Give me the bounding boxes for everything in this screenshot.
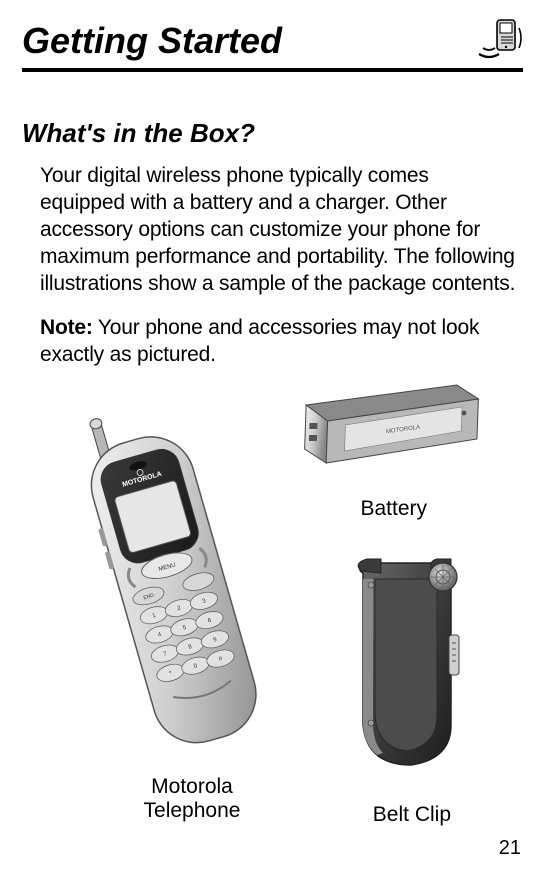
motorola-telephone-label: Motorola Telephone	[132, 775, 252, 823]
intro-paragraph: Your digital wireless phone typically co…	[40, 163, 517, 297]
battery-label: Battery	[360, 497, 427, 521]
note-paragraph: Note: Your phone and accessories may not…	[40, 315, 517, 369]
chapter-title: Getting Started	[22, 20, 282, 62]
battery-illustration: MOTOROLA	[287, 381, 487, 477]
belt-clip-label: Belt Clip	[373, 803, 451, 827]
header-rule	[22, 68, 523, 72]
note-text: Your phone and accessories may not look …	[40, 316, 479, 366]
motorola-label-line1: Motorola	[151, 775, 233, 798]
note-label: Note:	[40, 316, 93, 339]
phone-motion-icon	[475, 18, 523, 62]
illustration-area: MOTOROLA MENU END	[22, 387, 523, 827]
belt-clip-illustration	[333, 555, 483, 775]
motorola-label-line2: Telephone	[144, 799, 241, 822]
motorola-telephone-illustration: MOTOROLA MENU END	[68, 401, 278, 781]
section-title: What's in the Box?	[22, 118, 523, 149]
page-number: 21	[499, 837, 521, 860]
